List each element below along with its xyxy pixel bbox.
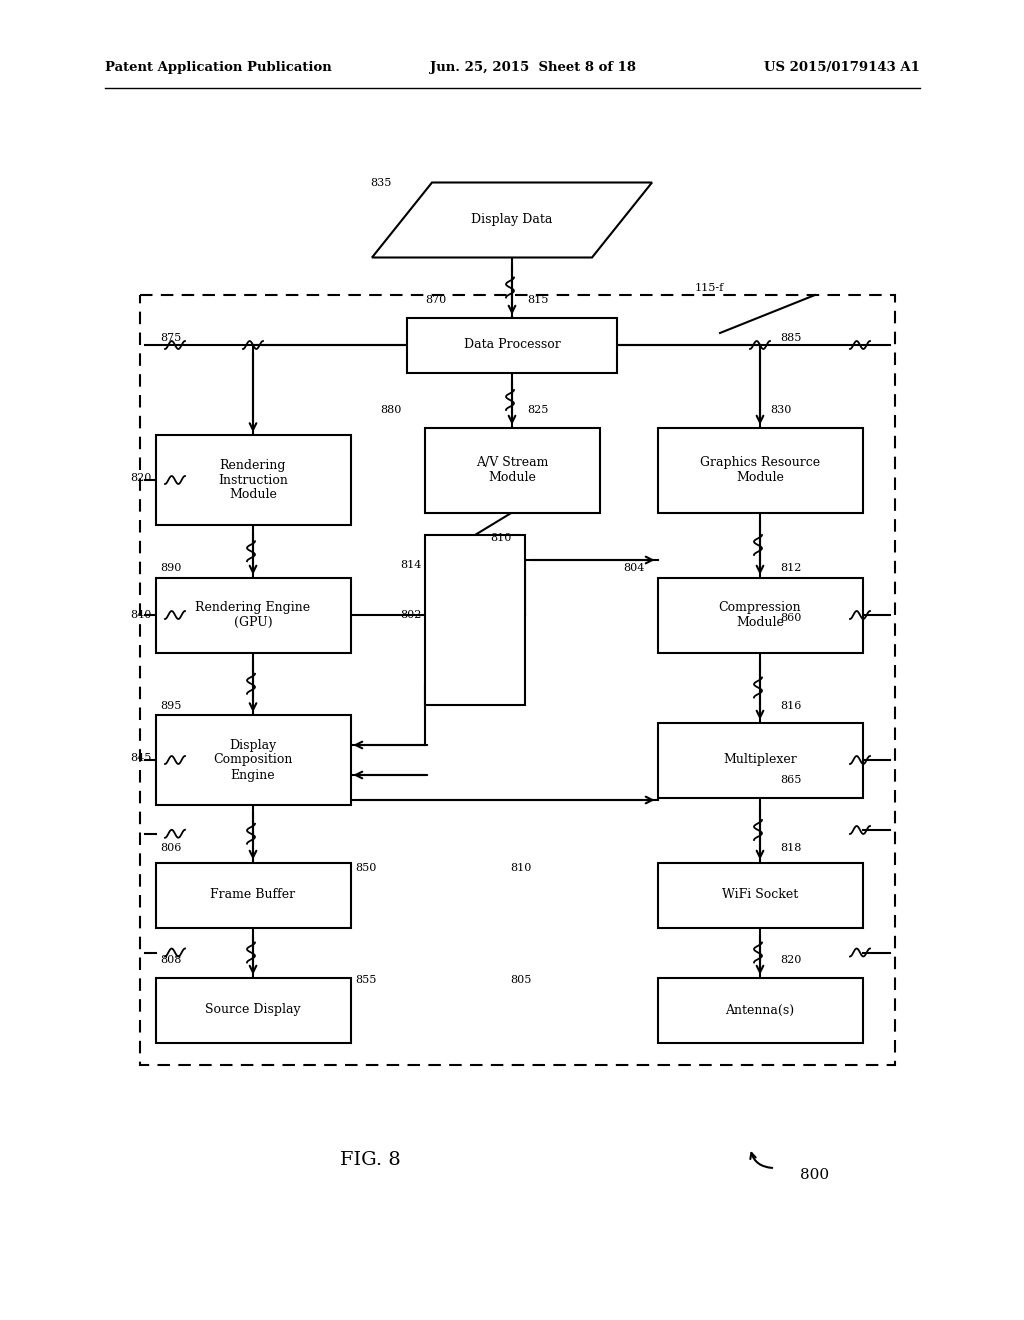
Polygon shape [372,182,652,257]
Text: 890: 890 [160,564,181,573]
Text: Antenna(s): Antenna(s) [725,1003,795,1016]
Text: Display Data: Display Data [471,214,553,227]
Text: 810: 810 [510,863,531,873]
Text: 815: 815 [527,294,549,305]
Text: Compression
Module: Compression Module [719,601,802,630]
Text: 860: 860 [780,612,802,623]
Text: 820: 820 [130,473,152,483]
Bar [425,535,525,705]
Text: 830: 830 [770,405,792,414]
Bar [156,978,350,1043]
Bar [657,978,862,1043]
Text: 805: 805 [510,975,531,985]
Bar [156,862,350,928]
Text: 802: 802 [400,610,421,620]
Text: Multiplexer: Multiplexer [723,754,797,767]
Text: 810: 810 [490,533,511,543]
Text: WiFi Socket: WiFi Socket [722,888,798,902]
Bar [156,715,350,805]
Text: A/V Stream
Module: A/V Stream Module [476,455,548,484]
Text: Display
Composition
Engine: Display Composition Engine [213,738,293,781]
Bar [425,428,599,512]
Text: 806: 806 [160,843,181,853]
Text: 845: 845 [130,752,152,763]
Text: 855: 855 [355,975,377,985]
Text: 818: 818 [780,843,802,853]
Bar [657,428,862,512]
Text: FIG. 8: FIG. 8 [340,1151,400,1170]
Text: 115-f: 115-f [695,282,724,293]
Text: 870: 870 [425,294,446,305]
Text: 885: 885 [780,333,802,343]
Text: 808: 808 [160,954,181,965]
Text: 804: 804 [623,564,644,573]
Text: 895: 895 [160,701,181,711]
Text: 820: 820 [780,954,802,965]
Text: Graphics Resource
Module: Graphics Resource Module [700,455,820,484]
Text: 865: 865 [780,775,802,785]
Bar [407,318,617,372]
Text: Jun. 25, 2015  Sheet 8 of 18: Jun. 25, 2015 Sheet 8 of 18 [430,62,636,74]
Text: 825: 825 [527,405,549,414]
Text: US 2015/0179143 A1: US 2015/0179143 A1 [764,62,920,74]
Text: 812: 812 [780,564,802,573]
Text: 875: 875 [160,333,181,343]
Text: Rendering Engine
(GPU): Rendering Engine (GPU) [196,601,310,630]
Text: 850: 850 [355,863,377,873]
Text: Source Display: Source Display [205,1003,301,1016]
Bar [657,578,862,652]
Bar [657,722,862,797]
Text: 880: 880 [380,405,401,414]
Text: 814: 814 [400,560,421,570]
Text: Data Processor: Data Processor [464,338,560,351]
Text: 800: 800 [800,1168,829,1181]
Text: Patent Application Publication: Patent Application Publication [105,62,332,74]
Text: Rendering
Instruction
Module: Rendering Instruction Module [218,458,288,502]
Text: Frame Buffer: Frame Buffer [211,888,296,902]
Bar [156,436,350,525]
Bar [657,862,862,928]
Text: 816: 816 [780,701,802,711]
Text: 835: 835 [370,178,391,187]
Bar [140,294,895,1065]
Bar [156,578,350,652]
Text: 840: 840 [130,610,152,620]
